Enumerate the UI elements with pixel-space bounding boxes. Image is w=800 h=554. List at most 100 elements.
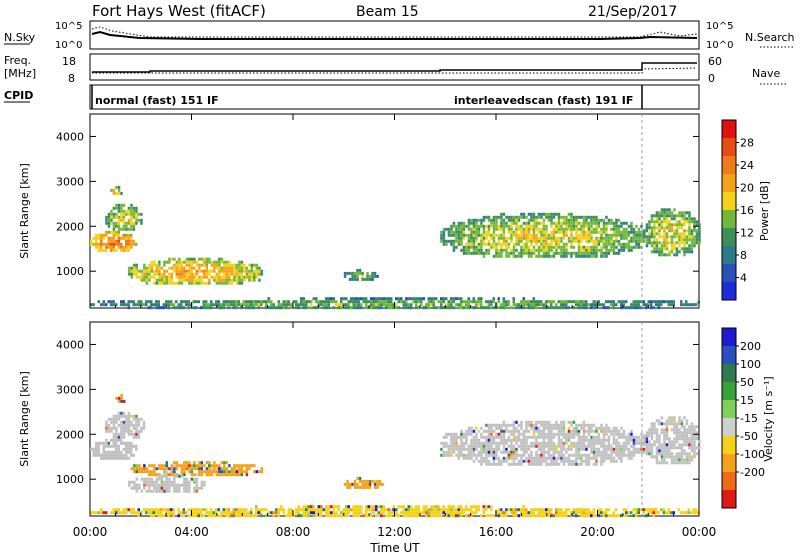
power-cell xyxy=(122,221,126,225)
power-cell xyxy=(125,242,128,246)
velocity-cell xyxy=(130,467,134,471)
velocity-cell xyxy=(557,456,561,460)
power-cell xyxy=(307,306,310,310)
power-colorbar-tick-label: 28 xyxy=(740,137,754,150)
velocity-cell xyxy=(115,420,118,424)
power-cell xyxy=(272,306,275,310)
power-cell xyxy=(670,217,674,221)
velocity-cell xyxy=(172,511,175,515)
power-cell xyxy=(580,251,583,255)
power-cell xyxy=(650,229,654,233)
velocity-cell xyxy=(450,438,453,442)
power-cell xyxy=(250,272,254,276)
velocity-cell xyxy=(522,438,526,442)
power-cell xyxy=(337,306,340,310)
power-cell xyxy=(562,242,566,246)
power-cell xyxy=(595,245,598,249)
velocity-cell xyxy=(673,428,676,432)
power-cell xyxy=(600,227,603,231)
velocity-cell xyxy=(665,425,669,429)
power-cell xyxy=(648,238,651,242)
power-cell xyxy=(117,185,121,189)
power-cell xyxy=(120,303,123,307)
power-cell xyxy=(150,306,153,310)
power-cell xyxy=(362,300,365,304)
power-cell xyxy=(225,278,229,282)
velocity-cell xyxy=(173,461,176,465)
velocity-cell xyxy=(602,435,606,439)
power-cell xyxy=(530,212,533,216)
velocity-cell xyxy=(125,450,128,454)
power-cell xyxy=(255,269,259,273)
velocity-cell xyxy=(595,462,598,466)
velocity-cell xyxy=(620,444,623,448)
power-cell xyxy=(183,269,186,273)
velocity-ytick-label: 3000 xyxy=(56,383,84,396)
velocity-cell xyxy=(552,441,556,445)
power-cell xyxy=(472,239,476,243)
power-cell xyxy=(502,242,506,246)
power-cell xyxy=(482,251,486,255)
velocity-cell xyxy=(597,514,600,518)
velocity-cell xyxy=(120,511,123,515)
power-cell xyxy=(510,224,513,228)
power-cell xyxy=(665,223,669,227)
power-cell xyxy=(178,281,181,285)
power-cell xyxy=(648,220,651,224)
velocity-cell xyxy=(352,508,355,512)
power-cell xyxy=(575,254,578,258)
velocity-cell xyxy=(197,508,200,512)
power-cell xyxy=(580,300,583,304)
power-cell xyxy=(680,238,684,242)
velocity-cell xyxy=(602,447,606,451)
velocity-cell xyxy=(535,420,538,424)
power-cell xyxy=(557,245,561,249)
velocity-cell xyxy=(585,429,588,433)
power-cell xyxy=(630,306,633,310)
velocity-cell xyxy=(170,483,174,487)
x-tick-label: 00:00 xyxy=(73,525,108,539)
velocity-cell xyxy=(145,480,149,484)
power-cell xyxy=(227,303,230,307)
power-cell xyxy=(550,306,553,310)
velocity-colorbar-segment xyxy=(722,364,736,383)
power-cell xyxy=(680,223,684,227)
velocity-cell xyxy=(462,444,466,448)
velocity-cell xyxy=(105,420,108,424)
velocity-cell xyxy=(305,505,308,509)
power-colorbar-segment xyxy=(722,282,736,301)
power-cell xyxy=(133,269,136,273)
velocity-cell xyxy=(490,462,493,466)
power-cell xyxy=(595,230,598,234)
power-cell xyxy=(630,245,633,249)
velocity-cell xyxy=(490,447,493,451)
velocity-cell xyxy=(97,511,100,515)
velocity-cell xyxy=(675,461,679,465)
velocity-cell xyxy=(668,446,671,450)
velocity-cell xyxy=(530,441,533,445)
velocity-cell xyxy=(452,441,456,445)
velocity-cell xyxy=(542,438,546,442)
power-cell xyxy=(155,306,158,310)
velocity-cell xyxy=(650,452,654,456)
velocity-cell xyxy=(587,514,590,518)
velocity-cell xyxy=(203,464,206,468)
velocity-cell xyxy=(560,423,563,427)
power-cell xyxy=(470,221,473,225)
power-cell xyxy=(235,300,238,304)
power-cell xyxy=(640,245,643,249)
velocity-cell xyxy=(203,470,206,474)
power-cell xyxy=(168,260,171,264)
power-cell xyxy=(678,220,681,224)
velocity-cell xyxy=(630,444,633,448)
velocity-cell xyxy=(122,447,125,451)
power-cell xyxy=(302,300,305,304)
power-cell xyxy=(227,306,230,310)
power-cell xyxy=(248,275,251,279)
power-cell xyxy=(343,271,347,275)
velocity-cell xyxy=(117,456,120,460)
power-cell xyxy=(532,248,536,252)
velocity-cell xyxy=(218,464,221,468)
power-cell xyxy=(215,263,219,267)
velocity-cell xyxy=(430,505,433,509)
